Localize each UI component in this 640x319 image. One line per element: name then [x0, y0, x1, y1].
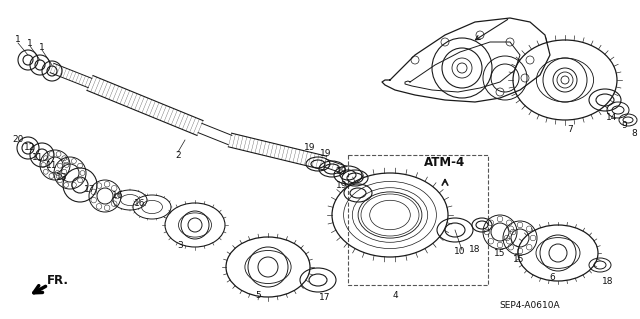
- Text: 17: 17: [319, 293, 331, 302]
- Text: 19: 19: [320, 149, 332, 158]
- Text: 15: 15: [513, 255, 525, 263]
- Text: 3: 3: [177, 241, 183, 250]
- Text: 13: 13: [56, 174, 68, 182]
- Text: 11: 11: [46, 161, 58, 170]
- Text: 16: 16: [134, 198, 146, 207]
- Text: 14: 14: [606, 114, 618, 122]
- Text: SEP4-A0610A: SEP4-A0610A: [500, 300, 560, 309]
- Text: 2: 2: [175, 151, 181, 160]
- Text: 7: 7: [567, 125, 573, 135]
- Text: 4: 4: [392, 291, 398, 300]
- Text: 17: 17: [84, 184, 96, 194]
- Text: 18: 18: [469, 246, 481, 255]
- Text: 1: 1: [15, 35, 21, 44]
- Text: 19: 19: [336, 182, 348, 190]
- Text: 5: 5: [255, 291, 261, 300]
- Bar: [348, 155, 488, 285]
- Text: 6: 6: [549, 273, 555, 283]
- Text: 18: 18: [602, 278, 614, 286]
- Text: 12: 12: [24, 143, 36, 152]
- Text: 1: 1: [39, 42, 45, 51]
- Text: 20: 20: [12, 136, 24, 145]
- Text: 16: 16: [112, 191, 124, 201]
- Text: 1: 1: [27, 39, 33, 48]
- Text: ATM-4: ATM-4: [424, 155, 466, 168]
- Text: 19: 19: [336, 167, 348, 175]
- Text: 15: 15: [494, 249, 506, 257]
- Text: 9: 9: [621, 122, 627, 130]
- Text: 19: 19: [304, 143, 316, 152]
- Text: 10: 10: [454, 248, 466, 256]
- Text: 11: 11: [32, 153, 44, 162]
- Text: 8: 8: [631, 129, 637, 137]
- Text: FR.: FR.: [47, 275, 69, 287]
